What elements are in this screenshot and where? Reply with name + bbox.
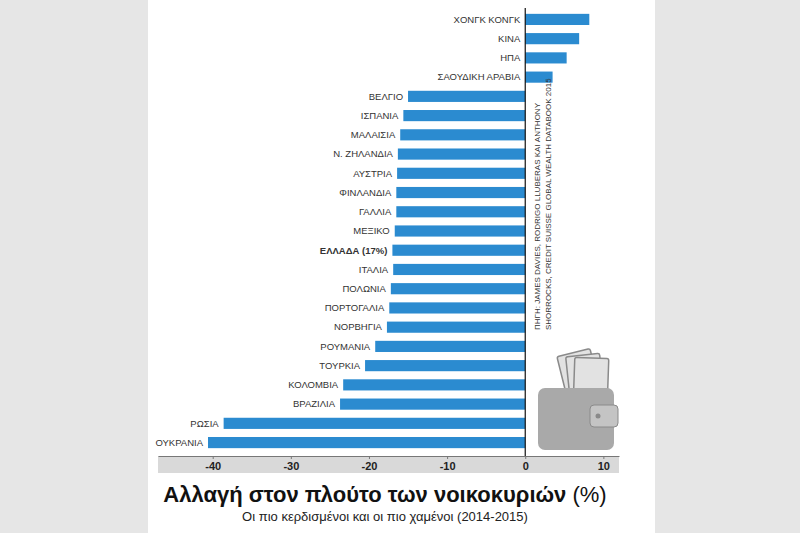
category-label: ΚΟΛΟΜΒΙΑ: [288, 379, 339, 390]
category-label: ΦΙΝΛΑΝΔΙΑ: [339, 187, 392, 198]
category-label: ΕΛΛΑΔΑ (17%): [320, 245, 388, 256]
wallet-icon: [538, 349, 618, 450]
category-label: ΒΕΛΓΙΟ: [369, 91, 403, 102]
title: Αλλαγή στον πλούτο των νοικοκυριών (%): [163, 482, 606, 507]
tick-label: -20: [362, 460, 378, 472]
bar: [397, 168, 525, 179]
tick-label: -30: [283, 460, 299, 472]
tick: -10: [440, 456, 456, 472]
bar: [398, 148, 525, 159]
panel: [148, 0, 655, 533]
tick-mark: [603, 456, 604, 459]
tick-mark: [369, 456, 370, 459]
x-axis: -40 -30 -20 -10 0 10: [159, 456, 620, 472]
bar: [525, 52, 566, 63]
source-line: ΠΗΓΗ: JAMES DAVIES, RODRIGO LLUBERAS ΚΑΙ…: [533, 102, 542, 330]
tick-label: -10: [440, 460, 456, 472]
tick: -40: [205, 456, 221, 472]
category-label: ΣΑΟΥΔΙΚΗ ΑΡΑΒΙΑ: [438, 71, 521, 82]
bar: [525, 14, 589, 25]
bar: [396, 206, 525, 217]
bar: [375, 341, 525, 352]
tick-mark: [213, 456, 214, 459]
bar: [396, 187, 525, 198]
axis-band: [158, 456, 619, 473]
tick-mark: [447, 456, 448, 459]
tick: 0: [523, 456, 529, 472]
tick-label: 10: [598, 460, 610, 472]
source-line: SHORROCKS, CREDIT SUISSE GLOBAL WEALTH D…: [544, 78, 553, 330]
category-label: ΟΥΚΡΑΝΙΑ: [155, 437, 203, 448]
category-label: ΑΥΣΤΡΙΑ: [353, 168, 393, 179]
subtitle: Οι πιο κερδισμένοι και οι πιο χαμένοι (2…: [242, 509, 528, 524]
bar: [525, 33, 579, 44]
bar: [224, 418, 526, 429]
source: ΠΗΓΗ: JAMES DAVIES, RODRIGO LLUBERAS ΚΑΙ…: [533, 78, 553, 330]
wallet-flap: [590, 405, 618, 427]
category-label: ΙΤΑΛΙΑ: [359, 264, 389, 275]
tick: -20: [362, 456, 378, 472]
zero-line: [525, 8, 526, 456]
tick-label: 0: [523, 460, 529, 472]
category-label: ΝΟΡΒΗΓΙΑ: [334, 321, 383, 332]
bar: [395, 225, 525, 236]
tick-mark: [291, 456, 292, 459]
bar: [365, 360, 525, 371]
category-label: ΒΡΑΖΙΛΙΑ: [293, 398, 336, 409]
category-label: ΧΟΝΓΚ ΚΟΝΓΚ: [454, 14, 521, 25]
bar: [393, 264, 525, 275]
category-label: ΜΑΛΑΙΣΙΑ: [351, 129, 396, 140]
tick: 10: [598, 456, 610, 472]
bar: [400, 129, 525, 140]
bar: [408, 91, 525, 102]
bar: [208, 437, 525, 448]
category-label: ΚΙΝΑ: [498, 33, 521, 44]
tick: -30: [283, 456, 299, 472]
tick-mark: [525, 456, 526, 459]
bar: [391, 283, 525, 294]
bar: [343, 379, 525, 390]
bar: [392, 245, 525, 256]
chart: ΧΟΝΓΚ ΚΟΝΓΚ ΚΙΝΑ ΗΠΑ ΣΑΟΥΔΙΚΗ ΑΡΑΒΙΑ ΒΕΛΓΙΟ Ι…: [0, 0, 800, 533]
bar: [403, 110, 525, 121]
tick-label: -40: [205, 460, 221, 472]
category-label: ΠΟΡΤΟΓΑΛΙΑ: [325, 302, 385, 313]
category-label: ΠΟΛΩΝΙΑ: [342, 283, 386, 294]
bars: [208, 14, 589, 448]
axis-line: [159, 456, 620, 457]
category-label: ΜΕΞΙΚΟ: [353, 225, 390, 236]
bar: [387, 322, 525, 333]
category-label: ΤΟΥΡΚΙΑ: [319, 360, 360, 371]
category-label: ΡΟΥΜΑΝΙΑ: [320, 341, 371, 352]
category-label: ΙΣΠΑΝΙΑ: [361, 110, 399, 121]
category-label: Ν. ΖΗΛΑΝΔΙΑ: [333, 148, 393, 159]
category-label: ΓΑΛΛΙΑ: [359, 206, 392, 217]
category-label: ΡΩΣΙΑ: [190, 418, 219, 429]
wallet-button: [596, 414, 601, 419]
bar: [340, 399, 525, 410]
bar: [389, 302, 525, 313]
category-label: ΗΠΑ: [500, 52, 521, 63]
